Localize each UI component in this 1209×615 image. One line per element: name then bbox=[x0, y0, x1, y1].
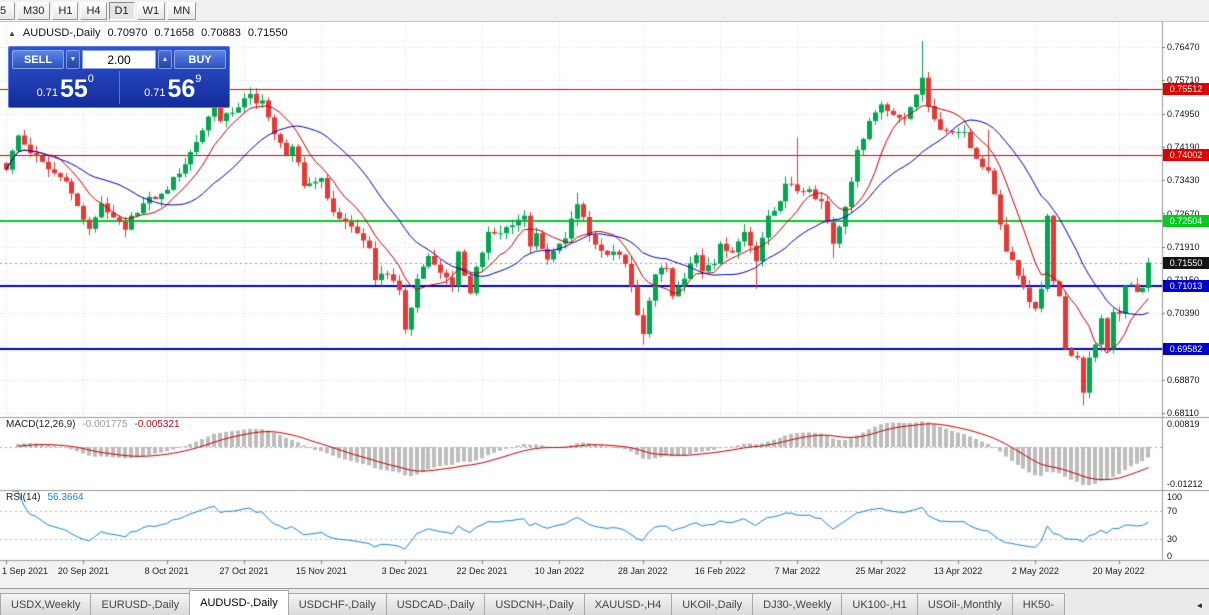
sell-button[interactable]: SELL bbox=[12, 50, 64, 69]
date-axis-label: 10 Jan 2022 bbox=[534, 566, 585, 576]
chevron-down-icon: ▼ bbox=[69, 56, 77, 63]
price-axis-label: 0.71910 bbox=[1167, 241, 1200, 252]
date-axis-label: 8 Oct 2021 bbox=[144, 566, 189, 576]
date-axis-label: 20 Sep 2021 bbox=[57, 566, 109, 576]
chart-tabs-bar: USDX,Weekly EURUSD-,Daily AUDUSD-,Daily USD… bbox=[0, 588, 1209, 615]
tab-usdx-weekly[interactable]: USDX,Weekly bbox=[0, 593, 92, 615]
tab-eurusd-daily[interactable]: EURUSD-,Daily bbox=[90, 593, 191, 615]
tab-hk50[interactable]: HK50- bbox=[1011, 593, 1065, 615]
chart-ohlc-header: ▲ AUDUSD-,Daily 0.70970 0.71658 0.70883 … bbox=[8, 27, 288, 39]
rsi-axis-label: 100 bbox=[1167, 492, 1183, 502]
buy-price-big-digits: 56 bbox=[167, 75, 196, 103]
timeframe-button-mn[interactable]: MN bbox=[167, 1, 197, 20]
tab-audusd-daily[interactable]: AUDUSD-,Daily bbox=[189, 590, 289, 615]
rsi-axis-label: 70 bbox=[1167, 506, 1178, 517]
rsi-header: RSI(14) 56.3664 bbox=[6, 492, 84, 503]
sell-price-prefix: 0.71 bbox=[36, 87, 58, 99]
price-axis-label: 0.74950 bbox=[1167, 108, 1200, 119]
price-axis-label: 0.68110 bbox=[1167, 408, 1199, 419]
macd-signal-value: -0.005321 bbox=[134, 419, 180, 430]
price-divider bbox=[118, 71, 120, 104]
chevron-up-icon: ▲ bbox=[161, 56, 169, 63]
macd-main-value: -0.001775 bbox=[82, 419, 128, 430]
timeframe-button-w1[interactable]: W1 bbox=[136, 1, 166, 20]
date-axis-label: 7 Mar 2022 bbox=[774, 566, 821, 576]
tab-uk100-h1[interactable]: UK100-,H1 bbox=[841, 593, 918, 615]
chart-symbol-period: AUDUSD-,Daily bbox=[22, 27, 101, 39]
sell-price-pipette: 0 bbox=[87, 73, 94, 85]
price-axis-label: 0.70390 bbox=[1167, 308, 1200, 319]
buy-button[interactable]: BUY bbox=[174, 50, 226, 69]
volume-decrease-button[interactable]: ▼ bbox=[66, 50, 80, 69]
buy-price-pipette: 9 bbox=[195, 73, 202, 85]
chart-marker-icon: ▲ bbox=[8, 28, 16, 38]
chart-window: ▲ AUDUSD-,Daily 0.70970 0.71658 0.70883 … bbox=[0, 22, 1209, 588]
date-axis-label: 25 Mar 2022 bbox=[855, 566, 906, 576]
date-axis-label: 2 May 2022 bbox=[1011, 566, 1059, 576]
price-axis-label: 0.68870 bbox=[1167, 375, 1200, 385]
tab-usdcnh-daily[interactable]: USDCNH-,Daily bbox=[484, 593, 585, 615]
macd-label: MACD(12,26,9) bbox=[6, 419, 76, 430]
rsi-axis-label: 30 bbox=[1167, 533, 1178, 544]
price-axis-label: 0.75710 bbox=[1167, 75, 1200, 86]
timeframe-button-5[interactable]: 5 bbox=[0, 1, 15, 20]
buy-price-prefix: 0.71 bbox=[144, 87, 166, 99]
trade-controls-row: SELL ▼ ▲ BUY bbox=[12, 50, 226, 69]
price-axis-label: 0.74190 bbox=[1167, 141, 1200, 152]
tab-xauusd-h4[interactable]: XAUUSD-,H4 bbox=[583, 593, 673, 615]
rsi-value: 56.3664 bbox=[47, 492, 84, 503]
date-axis-label: 3 Dec 2021 bbox=[381, 566, 428, 576]
buy-price[interactable]: 0.71 56 9 bbox=[120, 71, 227, 104]
date-axis-label: 28 Jan 2022 bbox=[617, 566, 668, 576]
tab-usdchf-daily[interactable]: USDCHF-,Daily bbox=[287, 593, 387, 615]
current-price-badge: 0.71550 bbox=[1163, 256, 1209, 269]
price-line-badge: 0.69582 bbox=[1163, 342, 1209, 355]
price-line-badge: 0.74002 bbox=[1163, 149, 1209, 162]
ohlc-high-value: 0.71658 bbox=[154, 27, 195, 39]
timeframe-button-h1[interactable]: H1 bbox=[52, 1, 79, 20]
date-axis-label: 20 May 2022 bbox=[1092, 566, 1145, 576]
date-axis-label: 16 Feb 2022 bbox=[694, 566, 746, 576]
timeframe-button-h4[interactable]: H4 bbox=[80, 1, 107, 20]
macd-axis-label: 0.00819 bbox=[1167, 419, 1200, 429]
sell-price[interactable]: 0.71 55 0 bbox=[12, 71, 119, 104]
price-axis-label: 0.73430 bbox=[1167, 175, 1200, 186]
macd-axis-label: -0.01212 bbox=[1167, 479, 1203, 489]
price-axis-label: 0.72670 bbox=[1167, 208, 1200, 219]
tab-dj30-weekly[interactable]: DJ30-,Weekly bbox=[752, 593, 843, 615]
date-axis-label: 27 Oct 2021 bbox=[219, 566, 269, 576]
volume-increase-button[interactable]: ▲ bbox=[158, 50, 172, 69]
price-axis-label: 0.76470 bbox=[1167, 42, 1200, 52]
trade-prices-row: 0.71 55 0 0.71 56 9 bbox=[12, 71, 226, 104]
price-chart-canvas[interactable] bbox=[0, 22, 1209, 588]
price-line-badge: 0.75512 bbox=[1163, 82, 1209, 95]
sell-price-big-digits: 55 bbox=[59, 75, 88, 103]
timeframe-toolbar: 5 M30 H1 H4 D1 W1 MN bbox=[0, 0, 1209, 22]
price-line-badge: 0.71013 bbox=[1163, 280, 1209, 293]
tab-usdcad-daily[interactable]: USDCAD-,Daily bbox=[385, 593, 486, 615]
tab-scroll-left-button[interactable]: ◄ bbox=[1192, 597, 1207, 613]
price-line-badge: 0.72504 bbox=[1163, 214, 1209, 227]
ohlc-low-value: 0.70883 bbox=[201, 27, 241, 39]
one-click-trading-panel: SELL ▼ ▲ BUY 0.71 55 0 0.71 56 9 bbox=[8, 46, 230, 108]
date-axis-label: 15 Nov 2021 bbox=[295, 566, 347, 576]
macd-header: MACD(12,26,9) -0.001775 -0.005321 bbox=[6, 419, 180, 430]
date-axis-label: 1 Sep 2021 bbox=[2, 566, 49, 576]
volume-input[interactable] bbox=[82, 50, 156, 69]
tab-ukoil-daily[interactable]: UKOil-,Daily bbox=[671, 593, 754, 615]
ohlc-close-value: 0.71550 bbox=[247, 27, 288, 39]
ohlc-open-value: 0.70970 bbox=[107, 27, 148, 39]
tab-usoil-monthly[interactable]: USOil-,Monthly bbox=[916, 593, 1013, 615]
timeframe-button-m30[interactable]: M30 bbox=[17, 1, 51, 20]
rsi-label: RSI(14) bbox=[6, 492, 41, 503]
date-axis-label: 13 Apr 2022 bbox=[933, 566, 983, 576]
timeframe-button-d1[interactable]: D1 bbox=[108, 1, 135, 20]
date-axis-label: 22 Dec 2021 bbox=[456, 566, 508, 576]
rsi-axis-label: 0 bbox=[1167, 551, 1173, 561]
